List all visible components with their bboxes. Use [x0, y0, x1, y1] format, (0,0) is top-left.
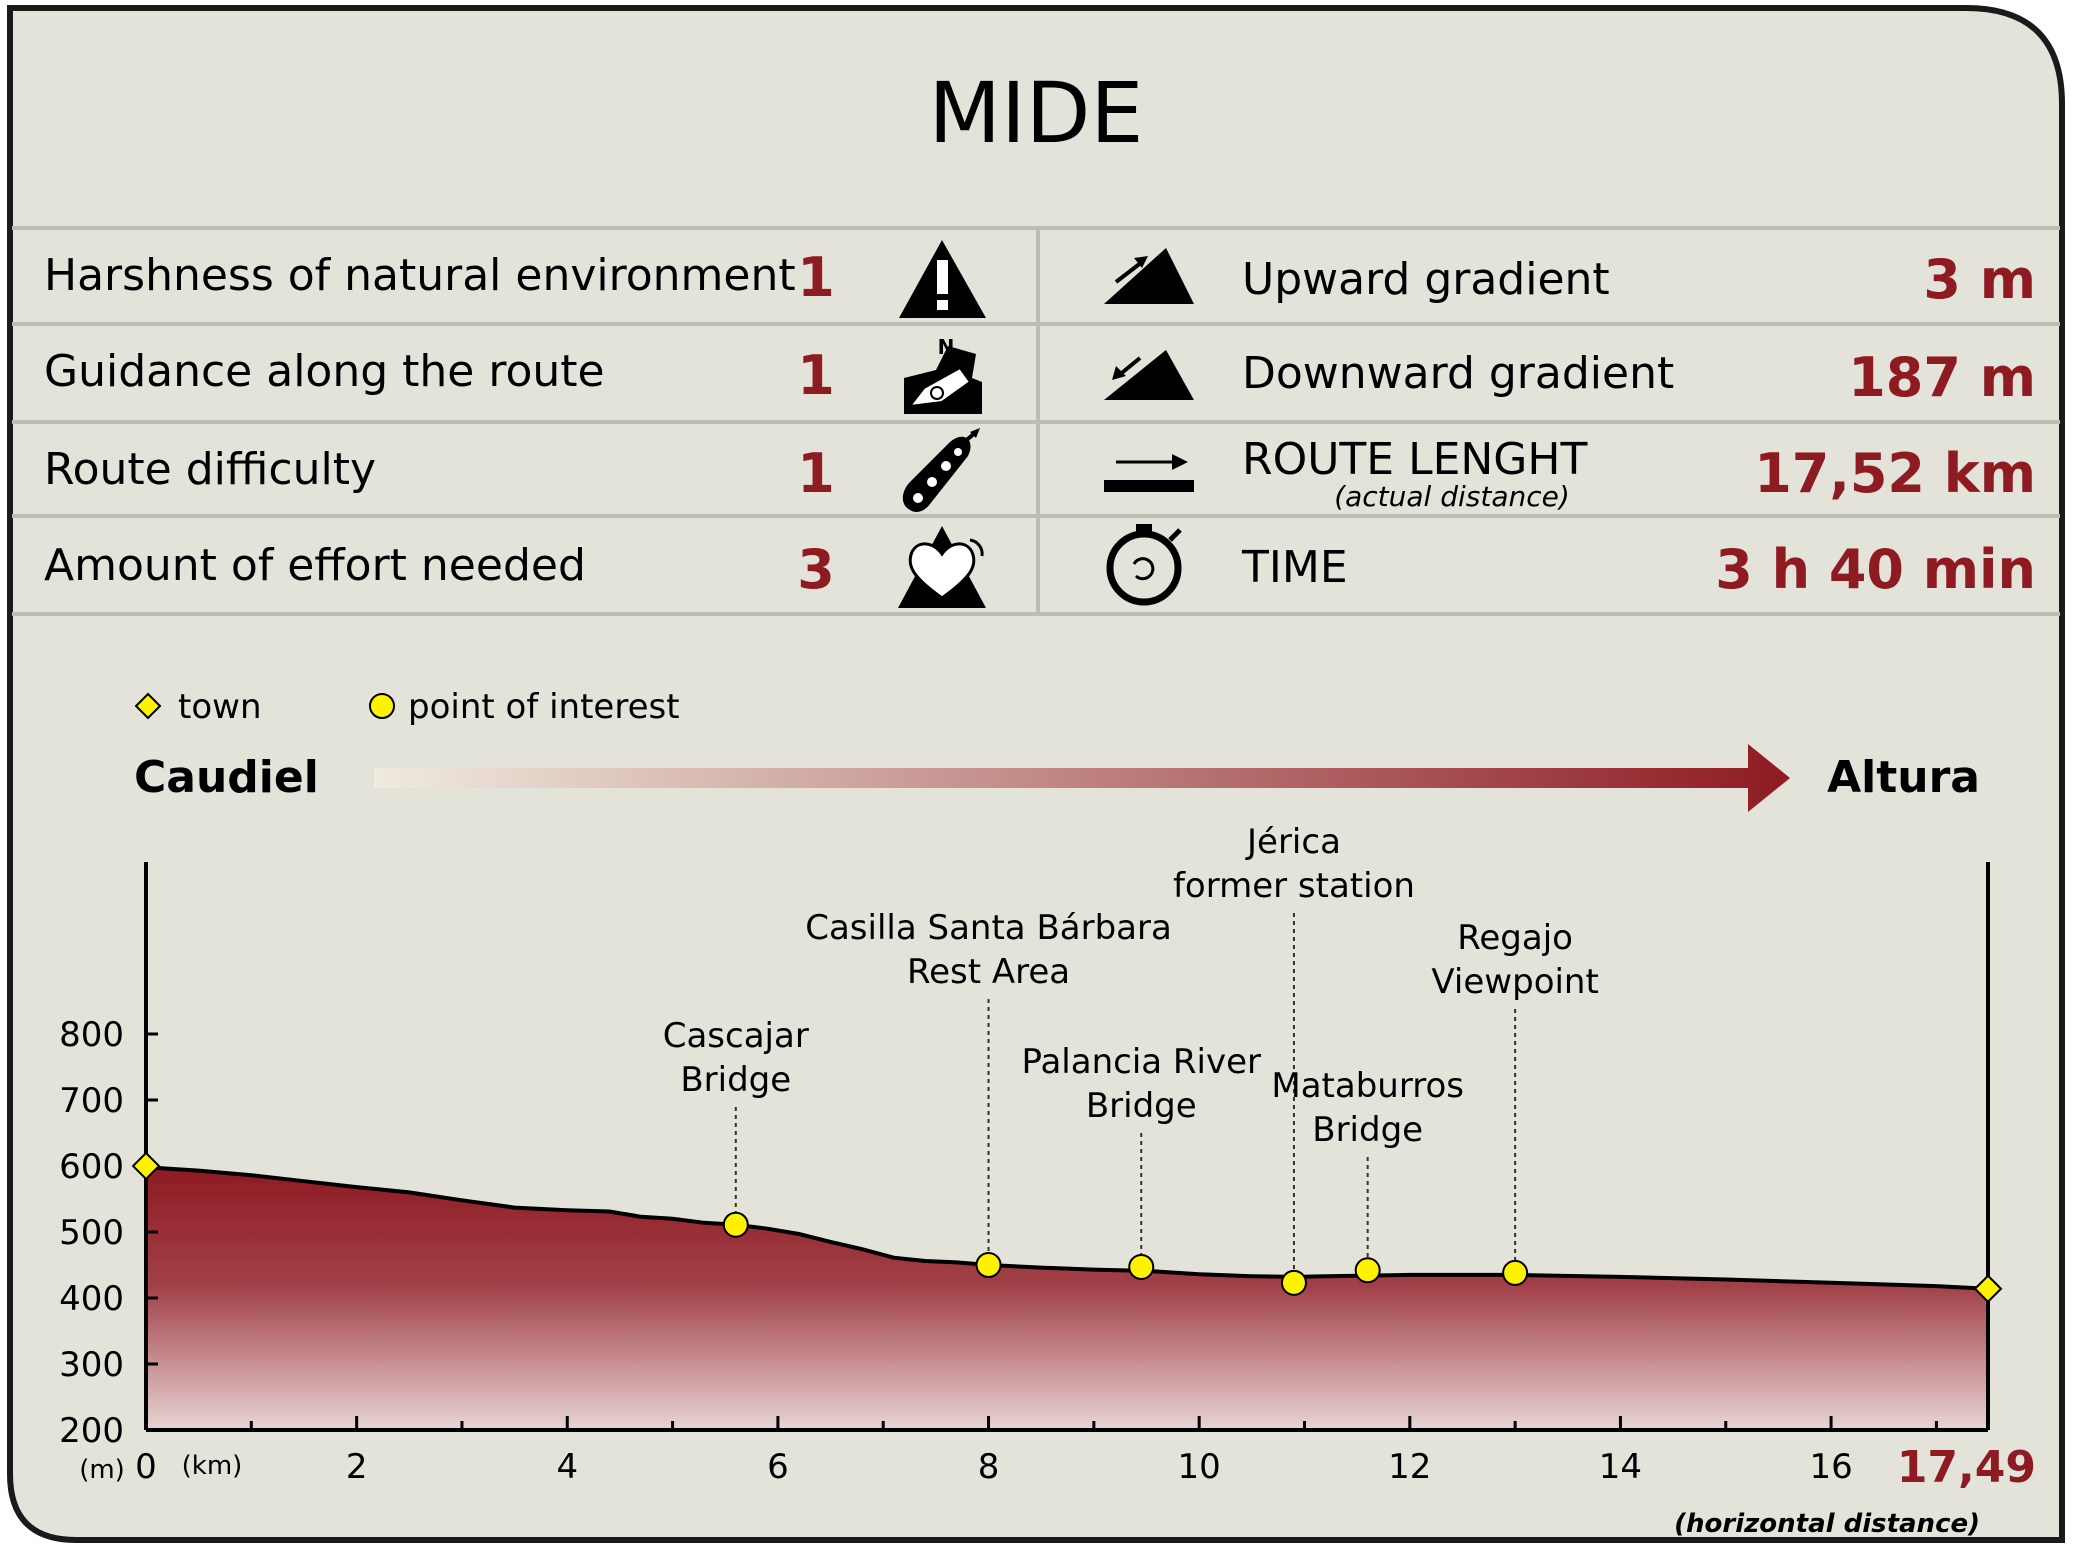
stat-label-downward: Downward gradient — [1242, 348, 1674, 399]
town-marker — [131, 1151, 161, 1181]
stopwatch-icon — [1106, 524, 1182, 606]
mide-label-effort: Amount of effort needed — [44, 540, 586, 591]
poi-label: former station — [1173, 866, 1415, 906]
poi-label: Bridge — [1086, 1086, 1197, 1126]
warning-mountain-icon — [899, 240, 986, 318]
poi-label: Regajo — [1457, 918, 1573, 958]
stat-sublabel-route-length: (actual distance) — [1334, 480, 1570, 513]
y-tick-label: 400 — [59, 1279, 124, 1319]
elevation-area — [145, 1165, 1989, 1430]
route-direction: Caudiel Altura — [134, 744, 1980, 812]
x-tick-label: 6 — [767, 1447, 789, 1487]
mide-label-harshness: Harshness of natural environment — [44, 250, 796, 301]
x-tick-label: 4 — [556, 1447, 578, 1487]
stat-value-downward: 187 m — [1848, 346, 2036, 409]
y-tick-label: 500 — [59, 1213, 124, 1253]
route-length-arrow-icon — [1104, 454, 1194, 492]
footprint-icon — [902, 428, 980, 512]
stat-value-route-length: 17,52 km — [1754, 442, 2036, 505]
mide-value-effort: 3 — [797, 538, 835, 601]
mide-value-difficulty: 1 — [797, 442, 835, 505]
mide-card: MIDE Harshness of natural environment 1 … — [6, 4, 2068, 1546]
poi-label: Bridge — [1312, 1110, 1423, 1150]
stat-label-route-length: ROUTE LENGHT — [1242, 434, 1587, 485]
x-tick-label: 2 — [346, 1447, 368, 1487]
poi-label: Mataburros — [1271, 1066, 1464, 1106]
y-tick-label: 800 — [59, 1015, 124, 1055]
y-tick-label: 200 — [59, 1411, 124, 1451]
chart-axes — [144, 862, 1990, 1432]
y-tick-label: 600 — [59, 1147, 124, 1187]
x-tick-label: 10 — [1178, 1447, 1221, 1487]
x-axis-unit: (km) — [182, 1451, 243, 1481]
x-tick-label: 14 — [1599, 1447, 1642, 1487]
elevation-line — [145, 1165, 1989, 1291]
poi-label: Viewpoint — [1431, 962, 1598, 1002]
mide-value-harshness: 1 — [797, 246, 835, 309]
poi-marker — [722, 1211, 749, 1238]
x-end-label: 17,49 — [1897, 1442, 2036, 1493]
route-stats: Upward gradient 3 m Downward gradient 18… — [1241, 248, 2036, 601]
y-tick-label: 300 — [59, 1345, 124, 1385]
chart-markers — [131, 1151, 2003, 1304]
elevation-fill — [146, 1167, 1988, 1430]
heart-mountain-icon — [898, 526, 986, 608]
poi-marker — [1128, 1253, 1155, 1280]
poi-label: Jérica — [1245, 822, 1341, 862]
poi-marker — [1502, 1259, 1529, 1286]
mide-panel: MIDE Harshness of natural environment 1 … — [7, 5, 2065, 1543]
x-end-note: (horizontal distance) — [1674, 1509, 1980, 1539]
svg-text:N: N — [938, 335, 955, 359]
page-title: MIDE — [928, 64, 1143, 162]
y-axis-unit: (m) — [79, 1455, 125, 1485]
x-tick-label: 16 — [1809, 1447, 1852, 1487]
mide-label-guidance: Guidance along the route — [44, 346, 605, 397]
stat-label-upward: Upward gradient — [1242, 254, 1610, 305]
downward-gradient-icon — [1104, 350, 1194, 400]
legend-poi-marker — [369, 693, 395, 719]
route-direction-arrow — [374, 744, 1790, 812]
poi-marker — [1280, 1269, 1307, 1296]
mide-rows: Harshness of natural environment 1 Guida… — [44, 246, 835, 601]
mide-label-difficulty: Route difficulty — [44, 444, 376, 495]
stat-value-upward: 3 m — [1923, 248, 2036, 311]
chart-legend: town point of interest — [134, 687, 680, 727]
route-start: Caudiel — [134, 752, 319, 803]
stat-value-time: 3 h 40 min — [1715, 538, 2036, 601]
poi-leader-lines — [734, 913, 1517, 1271]
y-tick-label: 700 — [59, 1081, 124, 1121]
chart-tick-labels: 200 300 400 500 600 700 800 0 2 4 6 8 10 12 14 16 (m) (km… — [59, 1015, 2036, 1539]
poi-marker — [1354, 1257, 1381, 1284]
poi-label: Casilla Santa Bárbara — [805, 908, 1172, 948]
mide-table-grid — [12, 226, 2060, 616]
x-tick-label: 8 — [978, 1447, 1000, 1487]
x-tick-label: 12 — [1388, 1447, 1431, 1487]
upward-gradient-icon — [1104, 248, 1194, 304]
legend-town-label: town — [178, 687, 262, 727]
poi-label: Bridge — [680, 1060, 791, 1100]
route-end: Altura — [1827, 752, 1980, 803]
poi-label: Rest Area — [907, 952, 1070, 992]
legend-town-marker — [134, 692, 162, 720]
town-marker — [1973, 1274, 2003, 1304]
x-tick-label: 0 — [135, 1447, 157, 1487]
compass-map-icon: N — [904, 335, 982, 414]
stat-label-time: TIME — [1241, 542, 1348, 593]
mide-value-guidance: 1 — [797, 344, 835, 407]
poi-label: Cascajar — [663, 1016, 809, 1056]
poi-marker — [975, 1252, 1002, 1278]
legend-poi-label: point of interest — [408, 687, 680, 727]
poi-label: Palancia River — [1021, 1042, 1261, 1082]
